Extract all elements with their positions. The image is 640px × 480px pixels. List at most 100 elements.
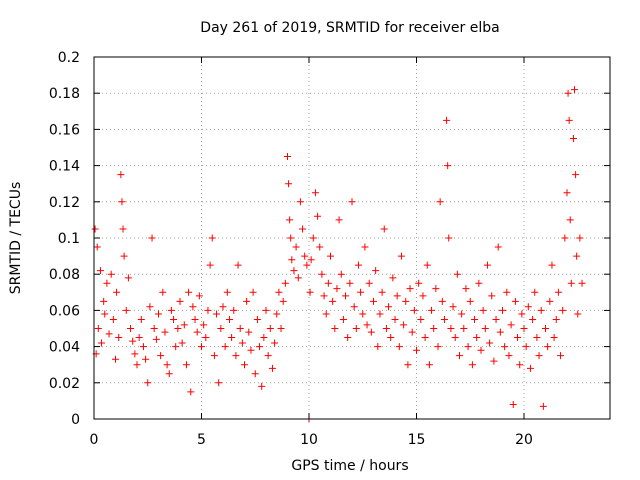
data-point [180, 321, 188, 329]
data-point [346, 279, 354, 287]
axis-ticks [93, 56, 610, 420]
y-tick-label: 0.14 [49, 159, 80, 175]
data-point [117, 171, 125, 179]
data-point [440, 315, 448, 323]
data-point [572, 171, 580, 179]
data-point [307, 256, 315, 264]
data-point [241, 361, 248, 369]
data-point [550, 334, 558, 342]
data-point [514, 334, 522, 342]
data-point [112, 355, 119, 363]
data-point [318, 270, 326, 278]
data-point [133, 361, 141, 369]
data-point [576, 234, 584, 242]
data-point [296, 198, 304, 206]
x-tick-label: 0 [90, 432, 99, 448]
data-point [531, 288, 539, 296]
data-point [245, 328, 253, 336]
data-point [96, 267, 104, 275]
data-point [499, 306, 506, 314]
data-points [91, 86, 586, 423]
data-point [247, 346, 255, 354]
data-point [260, 334, 268, 342]
data-point [477, 346, 485, 354]
data-point [372, 267, 380, 275]
data-point [526, 364, 534, 372]
data-point [529, 315, 537, 323]
data-point [290, 267, 298, 275]
data-point [284, 153, 291, 161]
data-point [533, 334, 541, 342]
data-point [172, 343, 180, 351]
y-tick-label: 0.06 [49, 303, 80, 319]
data-point [385, 303, 393, 311]
data-point [327, 252, 334, 260]
data-point [389, 274, 397, 282]
data-point [155, 310, 162, 318]
data-point [481, 325, 489, 332]
data-point [105, 330, 113, 338]
data-point [335, 216, 343, 224]
data-point [113, 288, 121, 296]
data-point [436, 198, 444, 206]
data-point [352, 325, 360, 332]
data-point [483, 261, 491, 269]
data-point [189, 303, 197, 311]
data-point [339, 315, 347, 323]
y-axis-tick-labels: 0 0.02 0.04 0.06 0.08 0.1 0.12 0.14 0.16 0.18 0.2 [49, 50, 80, 428]
data-point [354, 261, 362, 269]
data-point [460, 325, 468, 332]
data-point [559, 306, 567, 314]
data-point [507, 321, 515, 329]
data-point [236, 325, 244, 332]
data-point [438, 297, 446, 305]
data-point [415, 279, 423, 287]
data-point [124, 274, 132, 282]
data-point [301, 252, 309, 260]
data-point [275, 288, 283, 296]
data-point [425, 361, 433, 369]
data-point [303, 261, 311, 269]
data-point [479, 306, 487, 314]
data-point [432, 285, 440, 293]
data-point [277, 325, 285, 332]
data-point [238, 339, 246, 347]
data-point [120, 252, 128, 260]
data-point [333, 285, 341, 293]
data-point [320, 292, 328, 300]
data-point [402, 297, 410, 305]
data-point [421, 334, 429, 342]
data-point [382, 325, 390, 332]
data-point [109, 315, 117, 323]
data-point [268, 364, 276, 372]
y-tick-label: 0.02 [49, 376, 80, 392]
data-point [520, 325, 528, 332]
data-point [163, 361, 171, 369]
data-point [118, 198, 126, 206]
data-point [322, 310, 330, 318]
data-point [193, 328, 201, 336]
data-point [314, 212, 322, 220]
data-point [107, 270, 115, 278]
data-point [571, 86, 579, 94]
data-point [344, 334, 352, 342]
data-point [249, 288, 257, 296]
data-point [195, 292, 203, 300]
data-point [546, 297, 554, 305]
data-point [566, 216, 574, 224]
data-point [569, 134, 577, 142]
data-point [101, 310, 109, 318]
data-point [223, 288, 231, 296]
data-point [391, 315, 399, 323]
data-point [215, 379, 223, 387]
y-tick-label: 0.04 [49, 340, 80, 356]
y-tick-label: 0.18 [49, 86, 80, 102]
data-point [135, 334, 143, 342]
data-point [464, 343, 472, 351]
data-point [413, 346, 420, 354]
data-point [359, 310, 367, 318]
data-point [548, 261, 556, 269]
data-point [380, 225, 388, 233]
data-point [161, 328, 169, 336]
